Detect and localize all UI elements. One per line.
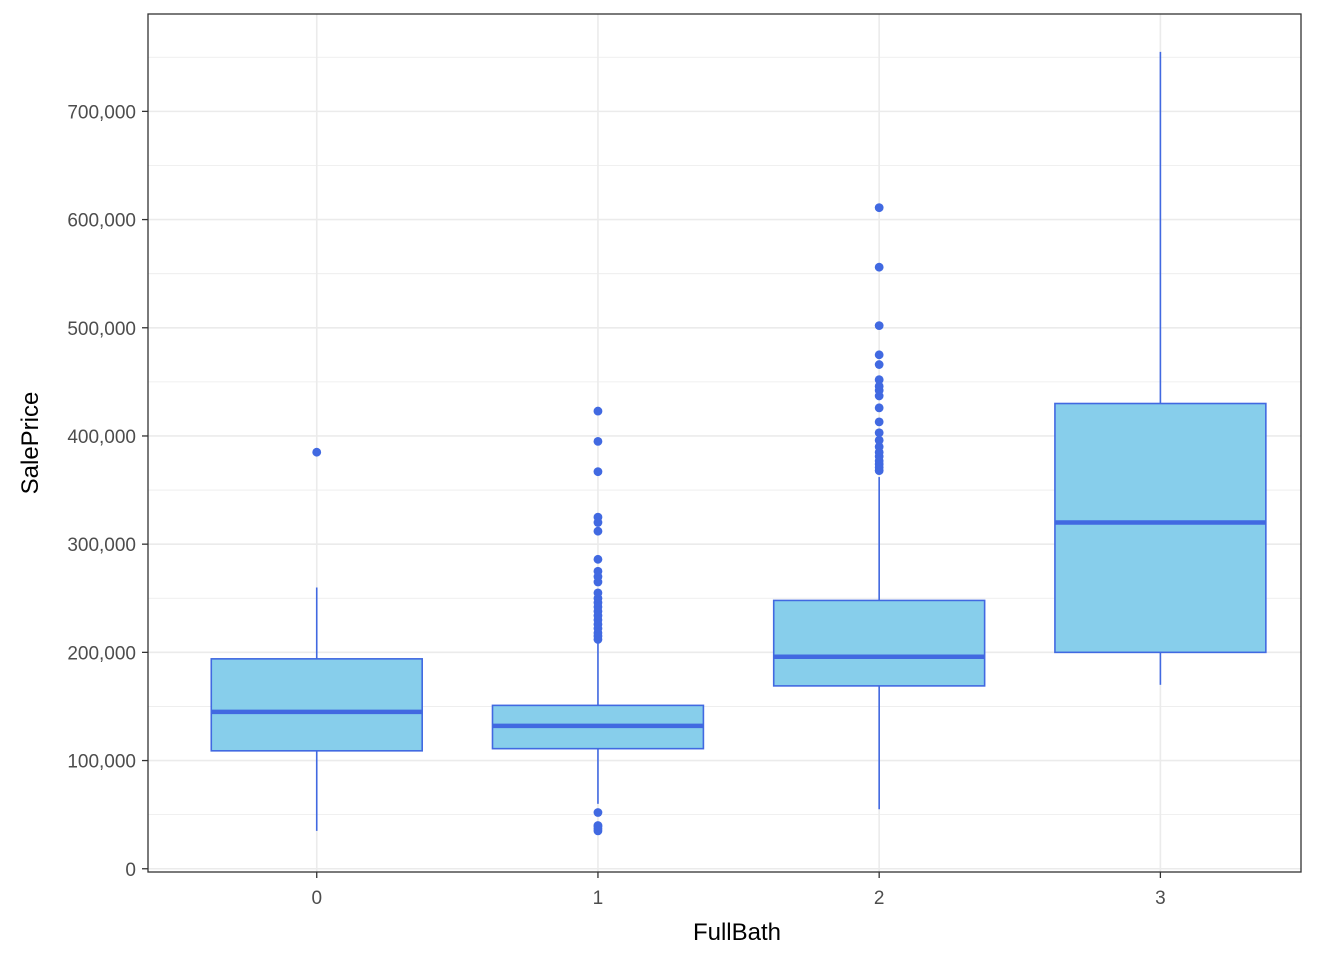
y-axis-title: SalePrice (17, 392, 44, 495)
y-tick-label: 600,000 (67, 211, 136, 232)
outlier-point (874, 417, 884, 427)
box-1 (491, 406, 705, 836)
outlier-point (593, 566, 603, 576)
outlier-point (874, 403, 884, 413)
outlier-point (593, 512, 603, 522)
outlier-point (593, 554, 603, 564)
y-tick-label: 200,000 (67, 643, 136, 664)
y-tick-label: 500,000 (67, 319, 136, 340)
outlier-point (593, 588, 603, 598)
outlier-point (874, 428, 884, 438)
y-tick-label: 400,000 (67, 427, 136, 448)
outlier-point (874, 442, 884, 452)
x-axis-title: FullBath (693, 919, 781, 946)
outlier-point (593, 467, 603, 477)
outlier-point (874, 435, 884, 445)
outlier-point (312, 447, 322, 457)
outlier-point (874, 360, 884, 369)
y-tick-label: 0 (125, 860, 136, 881)
x-tick-label: 0 (311, 888, 322, 909)
y-tick-label: 300,000 (67, 535, 136, 556)
y-axis: 0 100,000 200,000 300,000 400,000 500,000 600,… (67, 102, 148, 881)
x-tick-label: 1 (593, 888, 604, 909)
box-3 (1054, 51, 1267, 685)
outlier-point (874, 350, 884, 360)
x-tick-label: 3 (1155, 888, 1166, 909)
outlier-point (593, 436, 603, 446)
y-tick-label: 700,000 (67, 102, 136, 123)
iqr-box (210, 658, 423, 752)
box-0 (210, 447, 423, 831)
outlier-point (593, 821, 603, 830)
box-series (210, 51, 1267, 836)
outlier-point (874, 262, 884, 272)
outlier-point (593, 406, 603, 416)
box-2 (772, 203, 986, 810)
outlier-point (874, 321, 884, 331)
outlier-point (874, 375, 884, 385)
y-tick-label: 100,000 (67, 752, 136, 773)
outlier-point (593, 526, 603, 536)
x-axis: 0 1 2 3 (311, 872, 1166, 909)
iqr-box (772, 599, 986, 687)
x-tick-label: 2 (874, 888, 885, 909)
outlier-point (593, 808, 603, 817)
panel-border (147, 13, 1302, 873)
iqr-box (1054, 402, 1267, 654)
outlier-point (874, 203, 884, 213)
outlier-point (874, 381, 884, 391)
